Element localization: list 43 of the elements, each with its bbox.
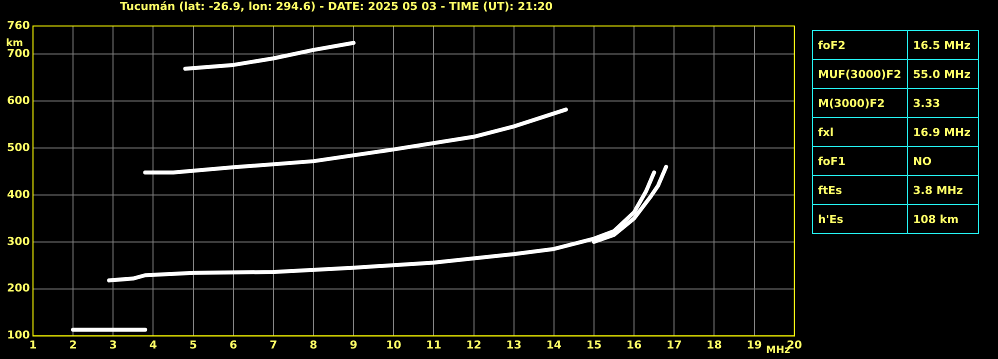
x-tick-label: 12 <box>466 338 482 352</box>
x-tick-label: 3 <box>109 338 117 352</box>
text: 16.5 MHz <box>908 30 978 60</box>
x-tick-label: 9 <box>350 338 358 352</box>
text: 3.8 MHz <box>908 176 978 204</box>
x-tick-label: 14 <box>546 338 562 352</box>
x-tick-label: 11 <box>426 338 442 352</box>
x-tick-label: 4 <box>149 338 158 352</box>
text: fxl <box>812 118 908 146</box>
y-tick-label: 700 <box>6 47 30 60</box>
x-tick-label: 2 <box>69 338 77 352</box>
x-tick-label: 6 <box>230 338 238 352</box>
y-tick-label: 500 <box>6 140 30 154</box>
text: M(3000)F2 <box>812 88 908 118</box>
text: foF2 <box>812 30 908 60</box>
text: NO <box>908 146 978 176</box>
text: MUF(3000)F2 <box>812 60 908 88</box>
x-tick-label: 5 <box>189 338 198 352</box>
text: foF1 <box>812 146 908 176</box>
text: ftEs <box>812 176 908 204</box>
x-tick-label: 16 <box>626 338 642 352</box>
x-tick-label: 1 <box>29 338 37 352</box>
x-tick-label: 19 <box>746 338 762 352</box>
y-tick-label: 760 <box>6 18 30 32</box>
x-tick-label: 7 <box>270 338 278 352</box>
x-tick-label: 8 <box>310 338 318 352</box>
x-tick-label: 17 <box>666 338 682 352</box>
text: 55.0 MHz <box>908 60 978 88</box>
x-tick-label: 18 <box>706 338 722 352</box>
text: h'Es <box>812 204 908 234</box>
y-tick-label: 600 <box>6 94 30 107</box>
y-axis-title: km <box>6 38 24 49</box>
y-tick-label: 100 <box>6 328 30 342</box>
chart-title: Tucumán (lat: -26.9, lon: 294.6) - DATE: 2025 05 03 - TIME (UT): 21:20 <box>120 0 553 13</box>
text: 16.9 MHz <box>908 118 978 146</box>
y-tick-label: 300 <box>6 234 30 248</box>
x-tick-label: 13 <box>506 338 522 352</box>
text: 3.33 <box>908 88 978 118</box>
text: 108 km <box>908 204 978 234</box>
y-tick-label: 200 <box>6 282 30 295</box>
x-tick-label: 15 <box>586 338 602 352</box>
x-tick-label: 10 <box>386 338 402 352</box>
y-tick-label: 400 <box>6 188 30 201</box>
